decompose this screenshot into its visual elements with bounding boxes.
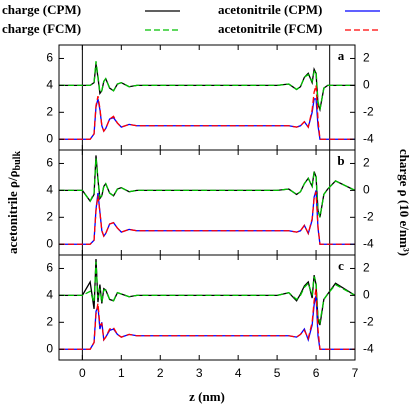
- x-tick-label: 6: [313, 366, 320, 380]
- panel-frame: [58, 254, 356, 361]
- legend-label: acetonitrile (CPM): [218, 2, 322, 17]
- data-line: [59, 288, 355, 350]
- y-tick-label: 6: [46, 51, 53, 65]
- data-line: [59, 61, 355, 110]
- y2-tick-label: 2: [363, 156, 370, 170]
- y-tick-label: 6: [46, 156, 53, 170]
- y-tick-label: 2: [46, 104, 53, 118]
- y2-tick-label: -4: [363, 341, 374, 355]
- x-tick-label: 4: [235, 366, 242, 380]
- panel-label: a: [338, 48, 345, 63]
- y-tick-label: 2: [46, 314, 53, 328]
- x-tick-label: 0: [79, 366, 86, 380]
- panel-label: c: [338, 258, 344, 273]
- panel-label: b: [337, 153, 344, 168]
- data-line: [59, 295, 355, 350]
- y-tick-label: 4: [46, 78, 53, 92]
- x-tick-label: 7: [352, 366, 359, 380]
- y-tick-label: 4: [46, 183, 53, 197]
- y-tick-label: 4: [46, 288, 53, 302]
- x-axis-label: z (nm): [189, 389, 225, 404]
- data-line: [59, 158, 355, 218]
- y-tick-label: 2: [46, 209, 53, 223]
- y2-tick-label: -2: [363, 314, 374, 328]
- y2-tick-label: 0: [363, 288, 370, 302]
- x-tick-label: 2: [157, 366, 164, 380]
- data-line: [59, 63, 355, 113]
- y-axis-label-sub: bulk: [12, 151, 23, 171]
- y2-tick-label: -4: [363, 236, 374, 250]
- legend-label: acetonitrile (FCM): [218, 21, 322, 36]
- y2-tick-label: -2: [363, 209, 374, 223]
- y-tick-label: 0: [46, 341, 53, 355]
- panel-frame: [58, 44, 356, 151]
- x-tick-label: 5: [274, 366, 281, 380]
- y2-tick-label: -4: [363, 131, 374, 145]
- data-line: [59, 191, 355, 245]
- y2-tick-label: 2: [363, 261, 370, 275]
- y-tick-label: 0: [46, 131, 53, 145]
- x-tick-label: 1: [118, 366, 125, 380]
- y-axis-label-main: acetonitrile ρ/ρ: [5, 170, 20, 254]
- y2-tick-label: 0: [363, 183, 370, 197]
- x-tick-label: 3: [196, 366, 203, 380]
- y-tick-label: 0: [46, 236, 53, 250]
- y-axis-label: acetonitrile ρ/ρbulk: [5, 151, 23, 254]
- panel-frame: [58, 149, 356, 256]
- y2-axis-label: charge ρ (10 e/nm³): [397, 149, 412, 256]
- y2-tick-label: 2: [363, 51, 370, 65]
- y2-tick-label: 0: [363, 78, 370, 92]
- y-tick-label: 6: [46, 261, 53, 275]
- legend-label: charge (FCM): [2, 21, 81, 36]
- legend-label: charge (CPM): [2, 2, 81, 17]
- data-line: [59, 85, 355, 140]
- y2-tick-label: -2: [363, 104, 374, 118]
